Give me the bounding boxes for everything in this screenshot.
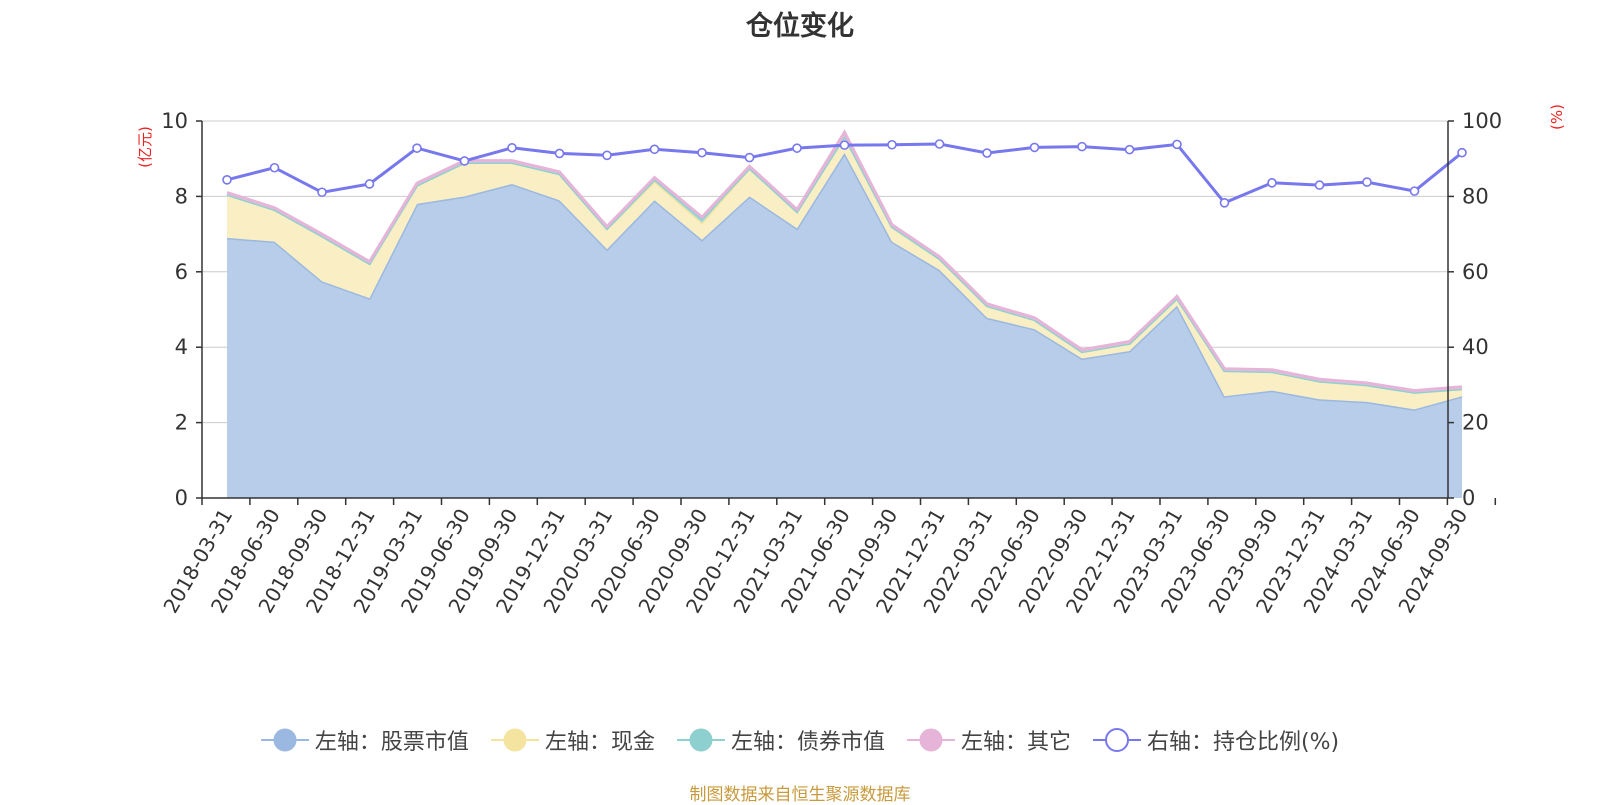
ratio-point <box>554 148 565 159</box>
legend-item[interactable]: 左轴：现金 <box>490 724 655 756</box>
ratio-point <box>1314 180 1325 190</box>
chart-title: 仓位变化 <box>746 11 854 42</box>
left-tick-label: 8 <box>175 184 188 208</box>
legend-marker-icon <box>260 728 309 752</box>
ratio-point <box>934 139 945 149</box>
legend-item[interactable]: 右轴：持仓比例(%) <box>1092 724 1340 756</box>
ratio-point <box>507 142 517 153</box>
legend-label: 左轴：现金 <box>544 730 655 755</box>
legend-label: 右轴：持仓比例(%) <box>1146 730 1340 755</box>
legend-marker-icon <box>490 728 539 752</box>
ratio-point <box>744 152 755 163</box>
ratio-point <box>1409 186 1420 196</box>
legend-label: 左轴：债券市值 <box>730 730 885 755</box>
ratio-point <box>649 144 660 155</box>
left-tick-label: 4 <box>175 335 188 359</box>
left-tick-label: 0 <box>175 486 188 510</box>
ratio-line-series <box>222 139 1467 208</box>
ratio-point <box>317 187 327 198</box>
legend-item[interactable]: 左轴：其它 <box>906 724 1071 756</box>
ratio-point <box>982 148 992 158</box>
legend-label: 左轴：股票市值 <box>314 730 469 755</box>
ratio-point <box>839 140 850 150</box>
ratio-point <box>1362 177 1372 187</box>
legend-marker-icon <box>906 728 955 752</box>
ratio-point <box>1124 144 1135 155</box>
stacked-areas <box>226 129 1463 498</box>
right-tick-label: 20 <box>1462 411 1489 435</box>
ratio-point <box>412 143 422 153</box>
data-source-note: 制图数据来自恒生聚源数据库 <box>689 785 911 805</box>
ratio-point <box>697 147 707 158</box>
legend-label: 左轴：其它 <box>960 730 1071 755</box>
left-axis-unit: (亿元) <box>136 126 154 168</box>
ratio-point <box>1267 178 1277 188</box>
left-tick-label: 10 <box>161 109 188 133</box>
ratio-point <box>887 139 897 150</box>
right-tick-label: 60 <box>1462 260 1489 284</box>
right-tick-label: 80 <box>1462 184 1489 208</box>
position-chart: 02468100204060801002018-03-312018-06-302… <box>136 104 1566 617</box>
legend-marker-icon <box>676 728 725 752</box>
legend-item[interactable]: 左轴：股票市值 <box>260 724 469 756</box>
right-tick-label: 100 <box>1462 109 1502 133</box>
right-tick-label: 0 <box>1462 486 1475 510</box>
legend: 左轴：股票市值 左轴：现金 左轴：债券市值 左轴：其它 右轴：持仓比例(%) <box>0 720 1600 760</box>
left-tick-label: 2 <box>175 411 188 435</box>
left-tick-label: 6 <box>175 260 188 284</box>
ratio-point <box>1077 141 1087 152</box>
ratio-point <box>1029 142 1040 153</box>
ratio-point <box>222 175 232 185</box>
ratio-point <box>1172 139 1182 150</box>
ratio-point <box>792 143 802 153</box>
area-0 <box>227 153 1462 498</box>
ratio-point <box>459 156 470 166</box>
legend-marker-icon <box>1092 728 1141 752</box>
ratio-point <box>269 162 280 173</box>
right-tick-label: 40 <box>1462 335 1489 359</box>
ratio-point <box>1457 147 1467 158</box>
right-axis-unit: (%) <box>1548 104 1566 130</box>
ratio-point <box>1219 198 1230 208</box>
legend-item[interactable]: 左轴：债券市值 <box>676 724 885 756</box>
area-line-3 <box>226 129 1463 393</box>
ratio-point <box>364 179 375 189</box>
ratio-point <box>602 150 612 161</box>
